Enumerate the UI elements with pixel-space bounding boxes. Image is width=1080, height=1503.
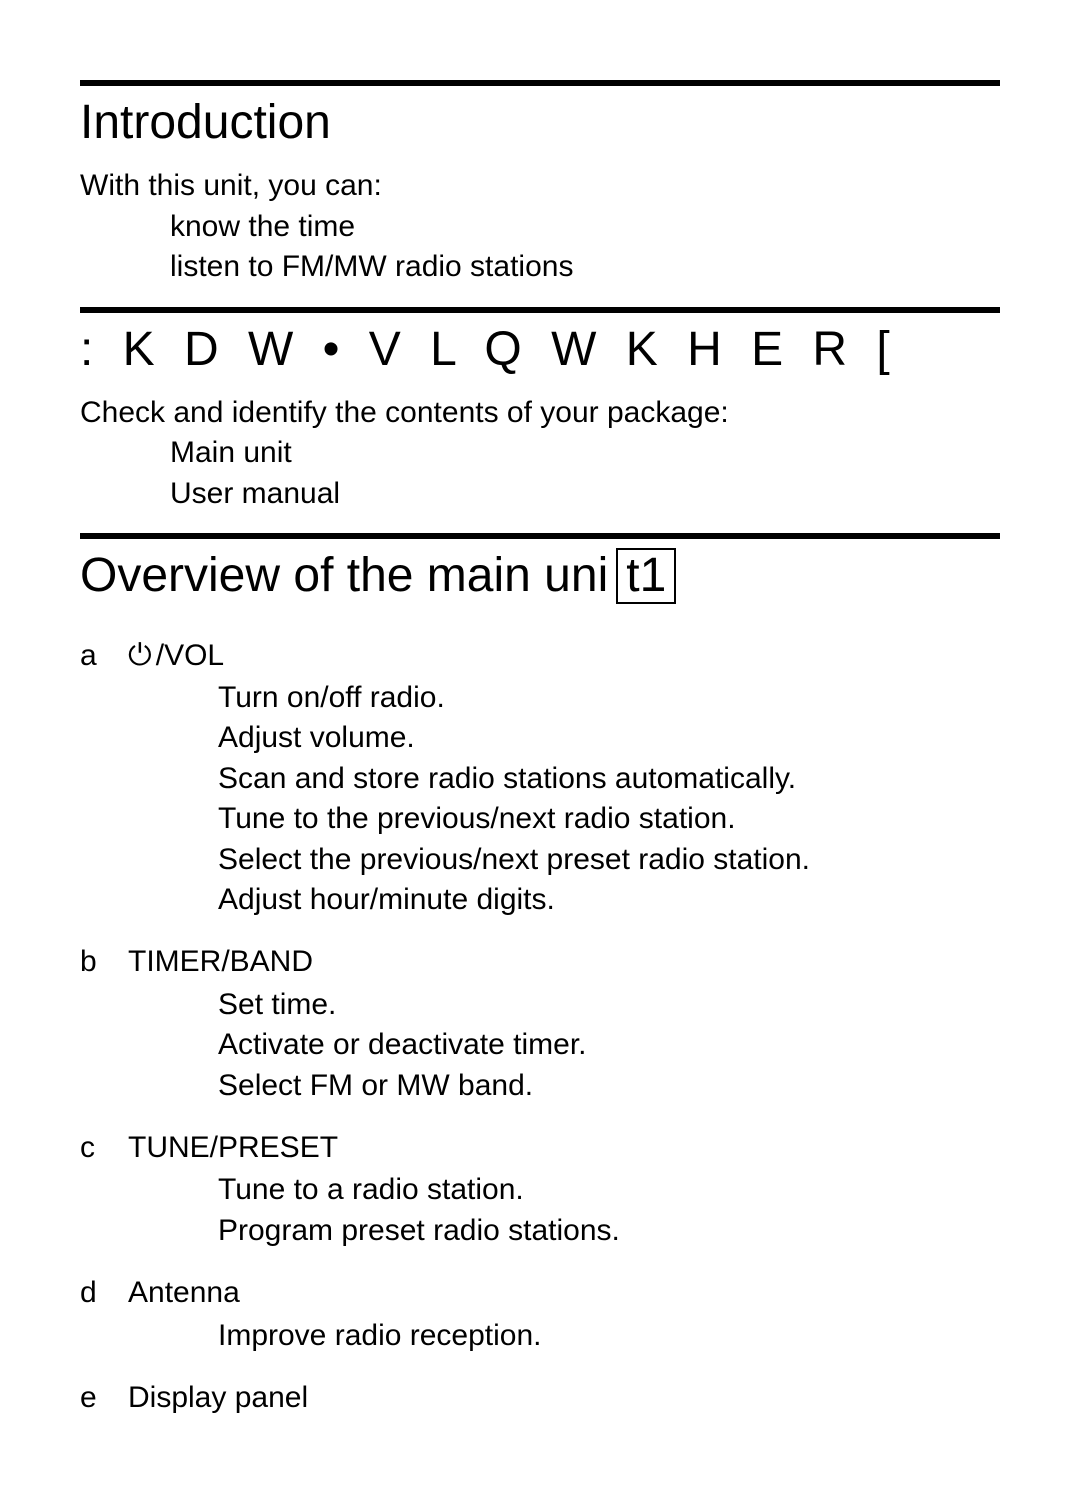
item-body: Antenna Improve radio reception.: [128, 1274, 1000, 1357]
bullet-item: know the time: [170, 208, 1000, 246]
item-lines: Improve radio reception.: [218, 1317, 1000, 1355]
item-lines: Turn on/off radio. Adjust volume. Scan a…: [218, 679, 1000, 919]
intro-lead: With this unit, you can:: [80, 167, 1000, 205]
overview-item: c TUNE/PRESET Tune to a radio station. P…: [80, 1129, 1000, 1252]
section-rule: [80, 533, 1000, 539]
section-whats-in-box: Check and identify the contents of your …: [80, 394, 1000, 513]
item-title-text: Display panel: [128, 1379, 308, 1417]
heading-whats-in-box-garbled: : K D W • V L Q W K H E R [: [80, 319, 1000, 380]
item-line: Scan and store radio stations automatica…: [218, 760, 1000, 798]
item-letter: b: [80, 943, 100, 1107]
item-lines: Tune to a radio station. Program preset …: [218, 1171, 1000, 1250]
box-lead: Check and identify the contents of your …: [80, 394, 1000, 432]
item-line: Select the previous/next preset radio st…: [218, 841, 1000, 879]
section-rule: [80, 80, 1000, 86]
item-letter: a: [80, 637, 100, 922]
item-line: Improve radio reception.: [218, 1317, 1000, 1355]
heading-overview: Overview of the main unit1: [80, 545, 1000, 606]
item-line: Turn on/off radio.: [218, 679, 1000, 717]
section-rule: [80, 307, 1000, 313]
item-body: Display panel: [128, 1379, 1000, 1421]
item-letter: c: [80, 1129, 100, 1252]
item-line: Adjust volume.: [218, 719, 1000, 757]
item-body: TUNE/PRESET Tune to a radio station. Pro…: [128, 1129, 1000, 1252]
item-line: Tune to a radio station.: [218, 1171, 1000, 1209]
item-title-text: Antenna: [128, 1274, 240, 1312]
intro-bullets: know the time listen to FM/MW radio stat…: [170, 208, 1000, 287]
item-body: TIMER/BAND Set time. Activate or deactiv…: [128, 943, 1000, 1107]
item-line: Adjust hour/minute digits.: [218, 881, 1000, 919]
item-lines: Set time. Activate or deactivate timer. …: [218, 986, 1000, 1105]
section-introduction: With this unit, you can: know the time l…: [80, 167, 1000, 286]
manual-page: Introduction With this unit, you can: kn…: [0, 0, 1080, 1503]
item-title: Antenna: [128, 1274, 1000, 1312]
overview-item: a ⏻/VOL Turn on/off radio. Adjust volume…: [80, 637, 1000, 922]
item-title: TUNE/PRESET: [128, 1129, 1000, 1167]
item-letter: e: [80, 1379, 100, 1421]
item-title: ⏻/VOL: [128, 637, 1000, 675]
item-line: Program preset radio stations.: [218, 1212, 1000, 1250]
item-title-text: TUNE/PRESET: [128, 1129, 338, 1167]
heading-overview-text: Overview of the main uni: [80, 545, 608, 606]
box-bullets: Main unit User manual: [170, 434, 1000, 513]
overview-item: b TIMER/BAND Set time. Activate or deact…: [80, 943, 1000, 1107]
overview-item: e Display panel: [80, 1379, 1000, 1421]
power-icon: ⏻: [128, 641, 152, 671]
item-line: Tune to the previous/next radio station.: [218, 800, 1000, 838]
item-title-text: /VOL: [156, 637, 224, 675]
item-line: Set time.: [218, 986, 1000, 1024]
heading-introduction: Introduction: [80, 92, 1000, 153]
item-letter: d: [80, 1274, 100, 1357]
item-line: Select FM or MW band.: [218, 1067, 1000, 1105]
overview-item: d Antenna Improve radio reception.: [80, 1274, 1000, 1357]
item-title: Display panel: [128, 1379, 1000, 1417]
bullet-item: User manual: [170, 475, 1000, 513]
item-line: Activate or deactivate timer.: [218, 1026, 1000, 1064]
item-body: ⏻/VOL Turn on/off radio. Adjust volume. …: [128, 637, 1000, 922]
heading-overview-boxed-suffix: t1: [616, 548, 676, 604]
item-title: TIMER/BAND: [128, 943, 1000, 981]
item-title-text: TIMER/BAND: [128, 943, 313, 981]
bullet-item: listen to FM/MW radio stations: [170, 248, 1000, 286]
bullet-item: Main unit: [170, 434, 1000, 472]
